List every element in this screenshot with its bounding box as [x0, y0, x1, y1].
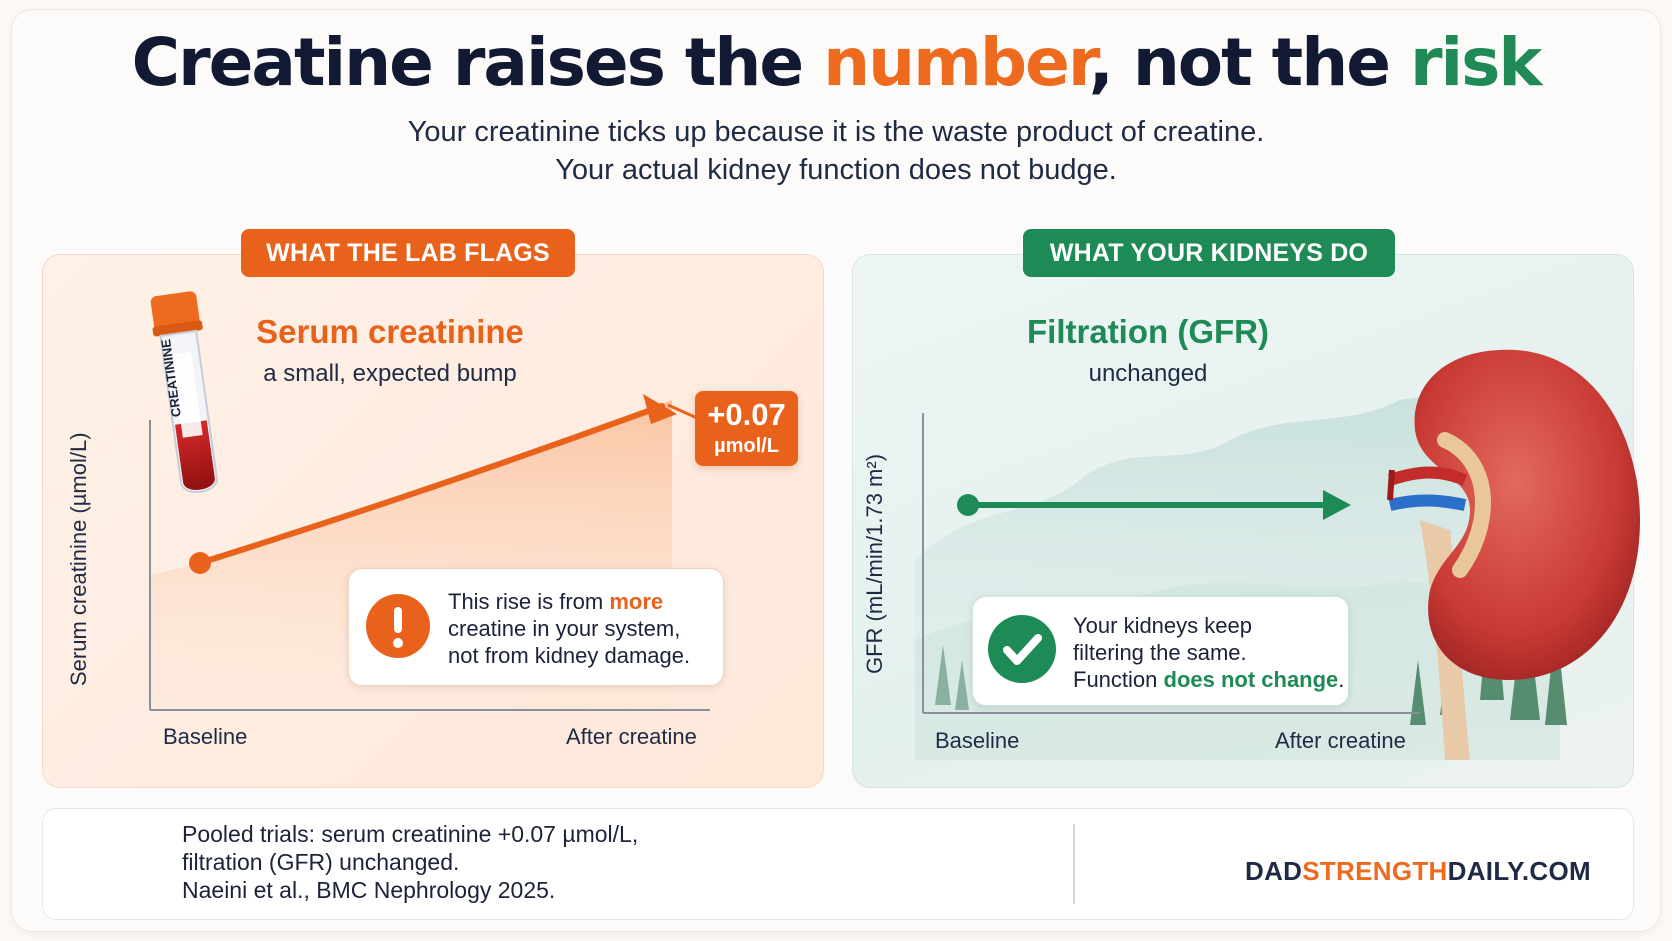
gfr-y-axis-label: GFR (mL/min/1.73 m²)	[862, 453, 887, 674]
kidney-callout-post: .	[1338, 667, 1345, 692]
lab-flags-pill: WHAT THE LAB FLAGS	[241, 229, 575, 277]
footer-line3: Naeini et al., BMC Nephrology 2025.	[182, 877, 556, 903]
footer-line2: filtration (GFR) unchanged.	[182, 849, 460, 875]
change-badge-unit: µmol/L	[714, 435, 779, 457]
kidney-callout-text: Your kidneys keep filtering the same. Fu…	[1073, 612, 1344, 693]
kidney-callout-line3: Function does not change.	[1073, 666, 1344, 693]
lab-y-axis-label: Serum creatinine (µmol/L)	[66, 432, 91, 686]
footer-divider	[1073, 824, 1075, 904]
brand-part2: STRENGTH	[1302, 856, 1448, 886]
brand-part3: DAILY.COM	[1447, 856, 1591, 886]
gfr-tick-after: After creatine	[1275, 728, 1406, 753]
kidney-panel-title: Filtration (GFR)	[1027, 313, 1269, 350]
change-badge-value: +0.07	[707, 397, 786, 432]
change-badge: +0.07 µmol/L	[695, 391, 798, 466]
title-highlight-risk: risk	[1409, 24, 1542, 101]
title-part1: Creatine raises the	[131, 24, 824, 101]
brand-part1: DAD	[1245, 856, 1303, 886]
subtitle-line1: Your creatinine ticks up because it is t…	[407, 116, 1265, 148]
gfr-arrowhead	[1323, 490, 1351, 520]
lab-callout-line1: This rise is from more	[448, 588, 690, 615]
footer-line1: Pooled trials: serum creatinine +0.07 µm…	[182, 821, 639, 847]
title-highlight-number: number	[823, 24, 1091, 101]
lab-callout-text: This rise is from more creatine in your …	[448, 588, 690, 669]
baseline-point	[189, 552, 211, 574]
creatinine-arrowhead	[643, 394, 677, 424]
footer-citation: Pooled trials: serum creatinine +0.07 µm…	[182, 820, 638, 904]
kidneys-do-pill: WHAT YOUR KIDNEYS DO	[1023, 229, 1395, 277]
kidney-callout-highlight: does not change	[1163, 667, 1339, 692]
lab-callout-line3: not from kidney damage.	[448, 643, 691, 668]
page-title: Creatine raises the number, not the risk	[0, 24, 1672, 101]
lab-tick-baseline: Baseline	[163, 724, 248, 749]
kidney-callout-line1: Your kidneys keep	[1073, 613, 1252, 638]
lab-callout-highlight: more	[609, 589, 664, 614]
gfr-tick-baseline: Baseline	[935, 728, 1020, 753]
kidney-callout-pre: Function	[1073, 667, 1164, 692]
subtitle-line2: Your actual kidney function does not bud…	[555, 154, 1117, 186]
badge-connector	[667, 403, 698, 420]
exclamation-icon	[366, 594, 430, 658]
lab-callout-pre: This rise is from	[448, 589, 610, 614]
title-part2: , not the	[1088, 24, 1410, 101]
kidney-icon	[1387, 349, 1640, 760]
lab-panel-subtitle: a small, expected bump	[263, 360, 517, 387]
brand-link[interactable]: DADSTRENGTHDAILY.COM	[1245, 856, 1591, 887]
footer-card	[42, 808, 1634, 920]
creatinine-line	[197, 403, 665, 566]
kidney-panel-subtitle: unchanged	[1088, 360, 1208, 387]
checkmark-icon	[988, 615, 1056, 683]
gfr-baseline-point	[957, 494, 979, 516]
lab-tick-after: After creatine	[566, 724, 697, 749]
test-tube-icon	[150, 291, 218, 494]
lab-panel-title: Serum creatinine	[256, 313, 524, 350]
kidney-callout-line2: filtering the same.	[1073, 640, 1247, 665]
lab-callout-line2: creatine in your system,	[448, 616, 681, 641]
